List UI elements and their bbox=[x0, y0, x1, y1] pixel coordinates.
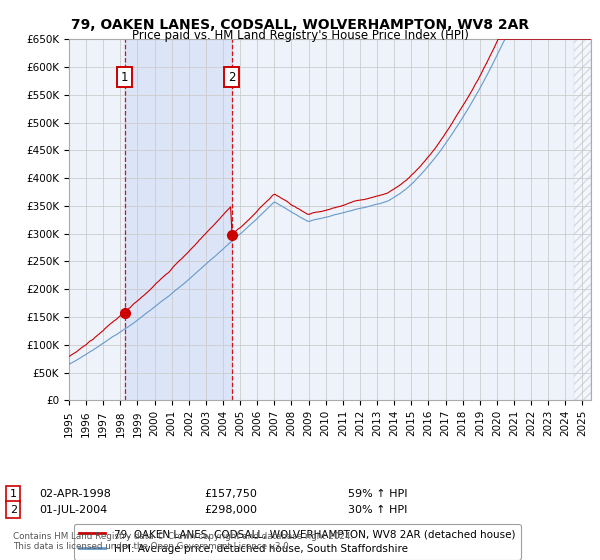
Bar bbox=[125, 39, 232, 400]
Text: Contains HM Land Registry data © Crown copyright and database right 2024.
This d: Contains HM Land Registry data © Crown c… bbox=[13, 532, 353, 552]
Text: 1: 1 bbox=[121, 71, 128, 83]
Text: Price paid vs. HM Land Registry's House Price Index (HPI): Price paid vs. HM Land Registry's House … bbox=[131, 29, 469, 42]
Text: £157,750: £157,750 bbox=[204, 489, 257, 499]
Text: 2: 2 bbox=[228, 71, 235, 83]
Text: 01-JUL-2004: 01-JUL-2004 bbox=[39, 505, 107, 515]
Text: 2: 2 bbox=[10, 505, 17, 515]
Text: 30% ↑ HPI: 30% ↑ HPI bbox=[348, 505, 407, 515]
Text: 59% ↑ HPI: 59% ↑ HPI bbox=[348, 489, 407, 499]
Bar bbox=[574, 39, 591, 400]
Text: £298,000: £298,000 bbox=[204, 505, 257, 515]
Text: 79, OAKEN LANES, CODSALL, WOLVERHAMPTON, WV8 2AR: 79, OAKEN LANES, CODSALL, WOLVERHAMPTON,… bbox=[71, 18, 529, 32]
Text: 1: 1 bbox=[10, 489, 17, 499]
Legend: 79, OAKEN LANES, CODSALL, WOLVERHAMPTON, WV8 2AR (detached house), HPI: Average : 79, OAKEN LANES, CODSALL, WOLVERHAMPTON,… bbox=[74, 524, 521, 559]
Text: 02-APR-1998: 02-APR-1998 bbox=[39, 489, 111, 499]
